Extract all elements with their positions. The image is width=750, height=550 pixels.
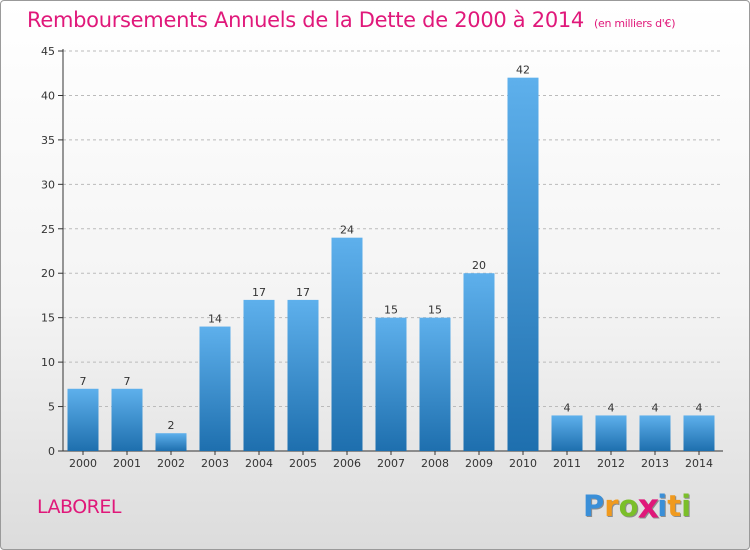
x-tick-label: 2014 [685, 457, 713, 470]
logo-letter: x [637, 486, 659, 526]
bar-value-label: 2 [168, 419, 175, 432]
y-tick-label: 0 [48, 445, 55, 458]
y-tick-label: 40 [41, 89, 55, 102]
x-tick-label: 2004 [245, 457, 273, 470]
chart-title: Remboursements Annuels de la Dette de 20… [27, 8, 675, 32]
x-tick-label: 2007 [377, 457, 405, 470]
bar-value-label: 14 [208, 313, 222, 326]
chart-unit-label: (en milliers d'€) [594, 17, 676, 30]
bar-value-label: 4 [696, 401, 703, 414]
x-tick-label: 2003 [201, 457, 229, 470]
bar-value-label: 4 [608, 401, 615, 414]
bar [243, 299, 275, 451]
bar [287, 299, 319, 451]
bar-value-label: 20 [472, 259, 486, 272]
x-tick-label: 2005 [289, 457, 317, 470]
y-tick-label: 30 [41, 178, 55, 191]
bar-value-label: 4 [564, 401, 571, 414]
x-tick-label: 2012 [597, 457, 625, 470]
y-tick-label: 10 [41, 356, 55, 369]
bar-value-label: 17 [252, 286, 266, 299]
bar [463, 273, 495, 451]
bar [507, 77, 539, 452]
bar-value-label: 17 [296, 286, 310, 299]
bar-value-label: 15 [384, 304, 398, 317]
bar [595, 415, 627, 451]
logo-letter: i [681, 489, 692, 523]
bar-value-label: 7 [124, 375, 131, 388]
y-tick-label: 35 [41, 134, 55, 147]
bar-value-label: 15 [428, 304, 442, 317]
x-tick-label: 2011 [553, 457, 581, 470]
y-tick-label: 20 [41, 267, 55, 280]
logo-letter: t [667, 489, 682, 523]
bar [111, 388, 143, 451]
bar [419, 317, 451, 451]
commune-name: LABOREL [37, 496, 121, 518]
proxiti-logo: Proxiti [583, 486, 692, 526]
bar [199, 326, 231, 451]
logo-letter: P [583, 489, 605, 523]
x-tick-label: 2002 [157, 457, 185, 470]
bar-value-label: 42 [516, 64, 530, 77]
x-tick-label: 2001 [113, 457, 141, 470]
bar-value-label: 4 [652, 401, 659, 414]
x-tick-label: 2013 [641, 457, 669, 470]
bar [67, 388, 99, 451]
y-tick-label: 15 [41, 312, 55, 325]
x-tick-label: 2009 [465, 457, 493, 470]
bar-value-label: 24 [340, 224, 354, 237]
chart-title-text: Remboursements Annuels de la Dette de 20… [27, 8, 584, 32]
logo-letter: o [618, 489, 639, 523]
x-tick-label: 2008 [421, 457, 449, 470]
y-tick-label: 25 [41, 223, 55, 236]
bar [551, 415, 583, 451]
x-tick-label: 2000 [69, 457, 97, 470]
bar-value-label: 7 [80, 375, 87, 388]
bar [331, 237, 363, 451]
y-tick-label: 5 [48, 401, 55, 414]
bar [683, 415, 715, 451]
bar [155, 433, 187, 451]
y-tick-label: 45 [41, 45, 55, 58]
x-tick-label: 2010 [509, 457, 537, 470]
x-tick-label: 2006 [333, 457, 361, 470]
logo-letter: r [604, 489, 619, 523]
bar [639, 415, 671, 451]
logo-letter: i [657, 489, 668, 523]
bar [375, 317, 407, 451]
